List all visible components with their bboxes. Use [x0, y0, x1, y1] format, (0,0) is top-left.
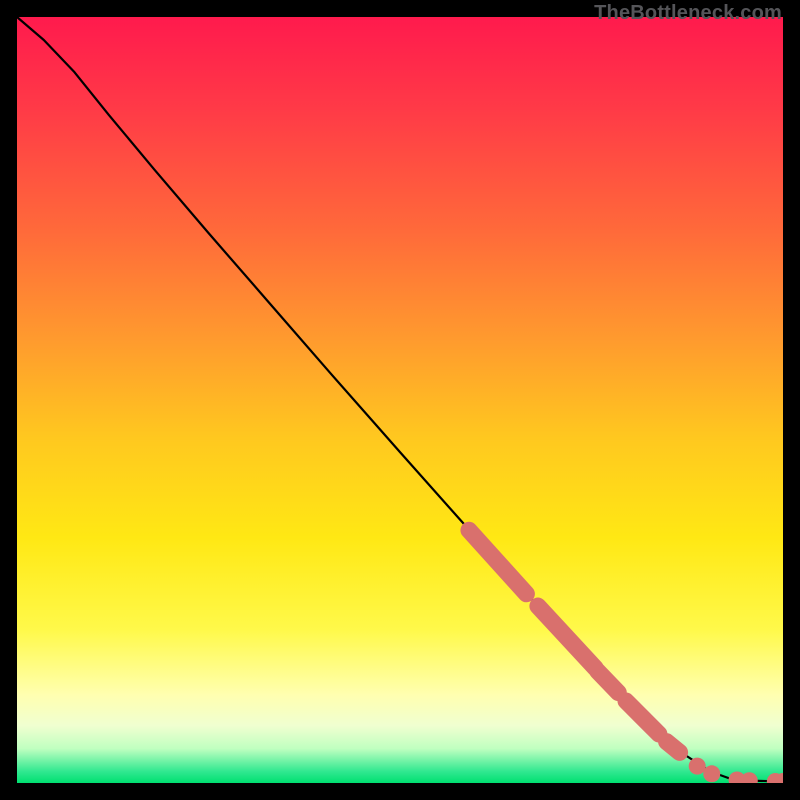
plot-svg — [17, 17, 783, 783]
watermark-text: TheBottleneck.com — [594, 2, 782, 25]
outer-frame: TheBottleneck.com — [0, 0, 800, 800]
gradient-background — [17, 17, 783, 783]
marker-point — [689, 758, 706, 775]
plot-area — [17, 17, 783, 783]
marker-point — [703, 765, 720, 782]
marker-segment — [667, 742, 680, 753]
